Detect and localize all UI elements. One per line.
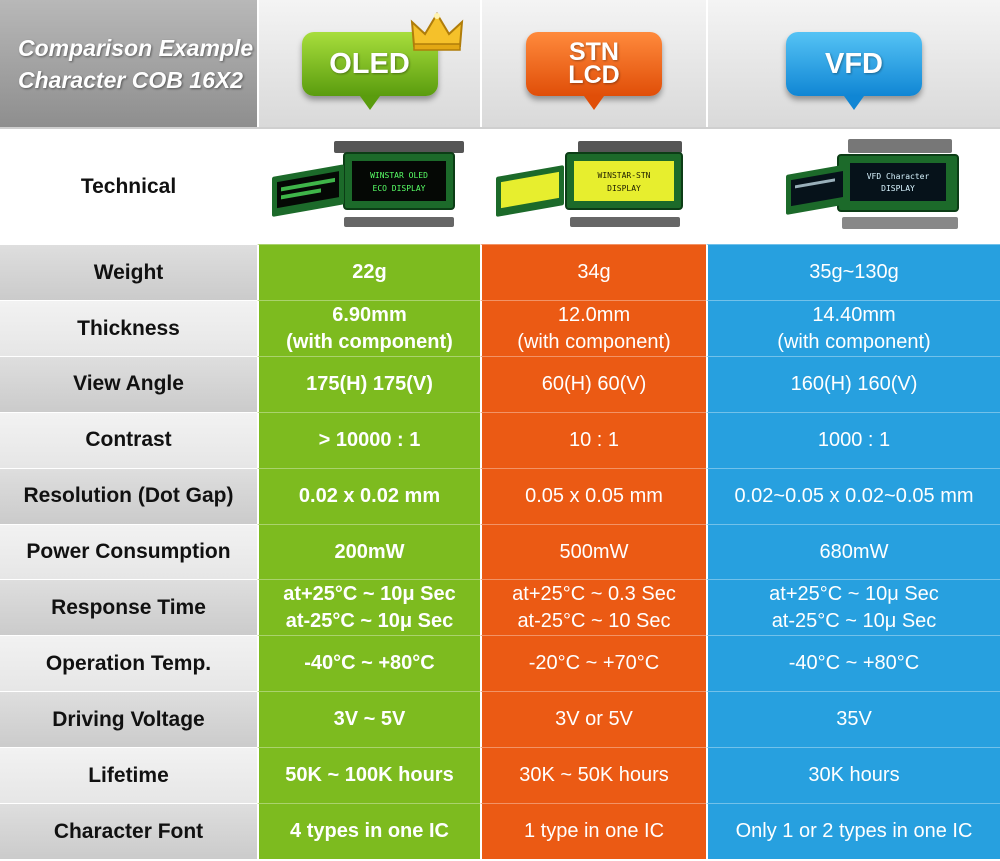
vfd-value-cell: at+25°C ~ 10μ Sec at-25°C ~ 10μ Sec xyxy=(706,579,1000,636)
stn-lcd-module-photo: WINSTAR-STN DISPLAY xyxy=(496,140,683,227)
vfd-value-cell: -40°C ~ +80°C xyxy=(706,635,1000,692)
stn-lcd-value-cell: 30K ~ 50K hours xyxy=(480,747,706,804)
stn-lcd-value-cell: 1 type in one IC xyxy=(480,803,706,860)
table-caption: Comparison Example Character COB 16X2 xyxy=(0,0,257,127)
caption-line-2: Character COB 16X2 xyxy=(18,66,243,93)
row-label: Contrast xyxy=(0,411,257,469)
vfd-value-cell: 160(H) 160(V) xyxy=(706,355,1000,413)
column-label: OLED xyxy=(329,47,410,80)
table-row: Power Consumption 200mW 500mW 680mW xyxy=(0,523,1000,580)
caption-line-1: Comparison Example xyxy=(18,34,254,61)
table-row: Operation Temp. -40°C ~ +80°C -20°C ~ +70°… xyxy=(0,635,1000,692)
table-row: Driving Voltage 3V ~ 5V 3V or 5V 35V xyxy=(0,691,1000,748)
vfd-value-cell: 35V xyxy=(706,691,1000,748)
vfd-module-image: VFD Character DISPLAY xyxy=(706,129,1000,244)
table-row: Thickness 6.90mm (with component) 12.0mm (… xyxy=(0,299,1000,357)
vfd-value-cell: 35g~130g xyxy=(706,244,1000,301)
vfd-display-line-1: VFD Character xyxy=(867,172,930,181)
stn-lcd-value-cell: -20°C ~ +70°C xyxy=(480,635,706,692)
oled-value-cell: 4 types in one IC xyxy=(257,803,480,860)
vfd-value-cell: 680mW xyxy=(706,523,1000,580)
oled-value-cell: at+25°C ~ 10μ Sec at-25°C ~ 10μ Sec xyxy=(257,579,480,636)
stn-lcd-ribbon: STN LCD xyxy=(516,31,672,110)
stn-lcd-value-cell: 0.05 x 0.05 mm xyxy=(480,467,706,524)
oled-value-cell: > 10000 : 1 xyxy=(257,411,480,469)
oled-display-line-2: ECO DISPLAY xyxy=(372,184,425,193)
vfd-display-line-2: DISPLAY xyxy=(881,184,915,193)
row-label: Driving Voltage xyxy=(0,691,257,748)
row-label: Resolution (Dot Gap) xyxy=(0,467,257,524)
table-row: Lifetime 50K ~ 100K hours 30K ~ 50K hours 3… xyxy=(0,747,1000,804)
table-row: Contrast > 10000 : 1 10 : 1 1000 : 1 xyxy=(0,411,1000,469)
stn-lcd-value-cell: at+25°C ~ 0.3 Sec at-25°C ~ 10 Sec xyxy=(480,579,706,636)
vfd-value-cell: 0.02~0.05 x 0.02~0.05 mm xyxy=(706,467,1000,524)
oled-value-cell: 3V ~ 5V xyxy=(257,691,480,748)
column-label: STN LCD xyxy=(568,37,620,89)
vfd-module-photo: VFD Character DISPLAY xyxy=(786,138,959,229)
column-header-vfd: VFD xyxy=(706,0,1000,127)
row-label: Response Time xyxy=(0,579,257,636)
technical-row: Technical WINSTAR OLED ECO DISPLAY xyxy=(0,127,1000,244)
row-label: Thickness xyxy=(0,299,257,357)
oled-value-cell: 0.02 x 0.02 mm xyxy=(257,467,480,524)
crown-icon xyxy=(410,12,464,51)
table-row: View Angle 175(H) 175(V) 60(H) 60(V) 160(H)… xyxy=(0,355,1000,413)
row-label: Lifetime xyxy=(0,747,257,804)
vfd-ribbon: VFD xyxy=(776,31,932,110)
oled-value-cell: 200mW xyxy=(257,523,480,580)
table-row: Character Font 4 types in one IC 1 type in… xyxy=(0,803,1000,860)
oled-value-cell: 6.90mm (with component) xyxy=(257,299,480,357)
stn-display-line-2: DISPLAY xyxy=(607,184,641,193)
vfd-value-cell: 14.40mm (with component) xyxy=(706,299,1000,357)
oled-module-photo: WINSTAR OLED ECO DISPLAY xyxy=(271,140,464,227)
oled-display-line-1: WINSTAR OLED xyxy=(370,171,428,180)
row-label: Power Consumption xyxy=(0,523,257,580)
table-row: Weight 22g 34g 35g~130g xyxy=(0,244,1000,301)
stn-lcd-value-cell: 500mW xyxy=(480,523,706,580)
table-row: Response Time at+25°C ~ 10μ Sec at-25°C ~… xyxy=(0,579,1000,636)
oled-value-cell: 175(H) 175(V) xyxy=(257,355,480,413)
header-row: Comparison Example Character COB 16X2 OL… xyxy=(0,0,1000,127)
vfd-value-cell: 1000 : 1 xyxy=(706,411,1000,469)
stn-lcd-module-image: WINSTAR-STN DISPLAY xyxy=(480,129,706,244)
oled-value-cell: 50K ~ 100K hours xyxy=(257,747,480,804)
vfd-value-cell: Only 1 or 2 types in one IC xyxy=(706,803,1000,860)
table-row: Resolution (Dot Gap) 0.02 x 0.02 mm 0.05 x… xyxy=(0,467,1000,524)
stn-lcd-value-cell: 3V or 5V xyxy=(480,691,706,748)
stn-lcd-value-cell: 34g xyxy=(480,244,706,301)
oled-module-image: WINSTAR OLED ECO DISPLAY xyxy=(257,129,480,244)
stn-lcd-value-cell: 12.0mm (with component) xyxy=(480,299,706,357)
oled-value-cell: 22g xyxy=(257,244,480,301)
row-label: View Angle xyxy=(0,355,257,413)
stn-lcd-value-cell: 60(H) 60(V) xyxy=(480,355,706,413)
row-label: Operation Temp. xyxy=(0,635,257,692)
column-label: VFD xyxy=(825,47,883,80)
vfd-value-cell: 30K hours xyxy=(706,747,1000,804)
technical-label: Technical xyxy=(80,174,177,198)
stn-display-line-1: WINSTAR-STN xyxy=(598,171,651,180)
oled-value-cell: -40°C ~ +80°C xyxy=(257,635,480,692)
stn-lcd-value-cell: 10 : 1 xyxy=(480,411,706,469)
row-label: Weight xyxy=(0,244,257,301)
column-header-stn-lcd: STN LCD xyxy=(480,0,706,127)
row-label: Character Font xyxy=(0,803,257,860)
